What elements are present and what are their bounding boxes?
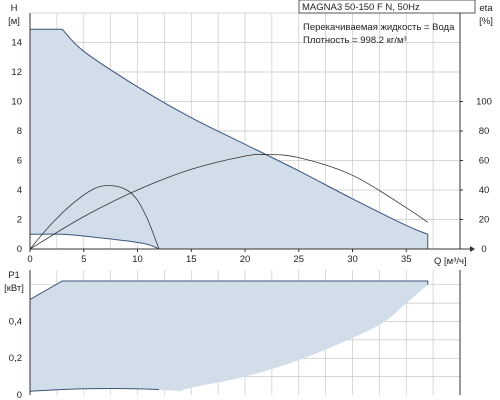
p1-axis-unit: [кВт] bbox=[4, 283, 24, 294]
max-power-curve bbox=[30, 280, 429, 300]
bottom-axes: 0 0,2 0,4 bbox=[9, 270, 461, 400]
y-axis-unit-h: [м] bbox=[8, 16, 20, 27]
x-tick-label: 30 bbox=[347, 254, 358, 265]
right-tick-label: 20 bbox=[479, 215, 490, 226]
min-speed-head-curve bbox=[30, 233, 160, 249]
chart-title: MAGNA3 50-150 F N, 50Hz bbox=[302, 2, 420, 13]
top-axes: 0 5 10 15 20 25 30 35 0 2 4 6 8 10 12 14 0 20 40 60 80 100 bbox=[11, 13, 492, 265]
min-power-curve bbox=[30, 387, 160, 392]
title-box bbox=[298, 0, 476, 14]
annotation-density: Плотность = 998.2 кг/м³ bbox=[303, 35, 407, 46]
right-tick-label: 80 bbox=[479, 126, 490, 137]
y-tick-label: 4 bbox=[17, 185, 22, 196]
x-tick-label: 25 bbox=[293, 254, 304, 265]
y-tick-label: 2 bbox=[17, 215, 22, 226]
y-axis-unit-eta: [%] bbox=[479, 16, 493, 27]
x-tick-label: 15 bbox=[186, 254, 197, 265]
right-tick-label: 60 bbox=[479, 156, 490, 167]
x-tick-label: 0 bbox=[27, 254, 32, 265]
right-tick-label: 40 bbox=[479, 185, 490, 196]
efficiency-curve-min bbox=[30, 185, 160, 249]
y-axis-label-eta: eta bbox=[479, 3, 493, 14]
p1-tick-label: 0,2 bbox=[9, 353, 22, 364]
x-tick-label: 35 bbox=[401, 254, 412, 265]
x-tick-label: 5 bbox=[81, 254, 86, 265]
max-power-area bbox=[30, 281, 428, 392]
annotation-fluid: Перекачиваемая жидкость = Вода bbox=[303, 22, 455, 33]
right-tick-label: 100 bbox=[476, 97, 492, 108]
p1-tick-label: 0,4 bbox=[9, 316, 22, 327]
y-tick-label: 12 bbox=[11, 67, 22, 78]
efficiency-curve-max bbox=[30, 153, 429, 249]
p1-axis-label: P1 bbox=[8, 270, 20, 281]
p1-tick-label: 0 bbox=[17, 390, 22, 400]
x-axis-arrow bbox=[470, 246, 475, 252]
y-tick-label: 0 bbox=[17, 244, 22, 255]
y-tick-label: 14 bbox=[11, 38, 22, 49]
y-tick-label: 8 bbox=[17, 126, 22, 137]
max-speed-head-curve bbox=[30, 28, 429, 249]
x-tick-label: 20 bbox=[240, 254, 251, 265]
right-tick-label: 0 bbox=[481, 244, 486, 255]
y-tick-label: 10 bbox=[11, 97, 22, 108]
y-tick-label: 6 bbox=[17, 156, 22, 167]
x-axis-label: Q [м³/ч] bbox=[434, 256, 467, 267]
x-tick-label: 10 bbox=[132, 254, 143, 265]
y-axis-label-h: H bbox=[11, 3, 18, 14]
max-speed-head-area bbox=[30, 29, 428, 249]
